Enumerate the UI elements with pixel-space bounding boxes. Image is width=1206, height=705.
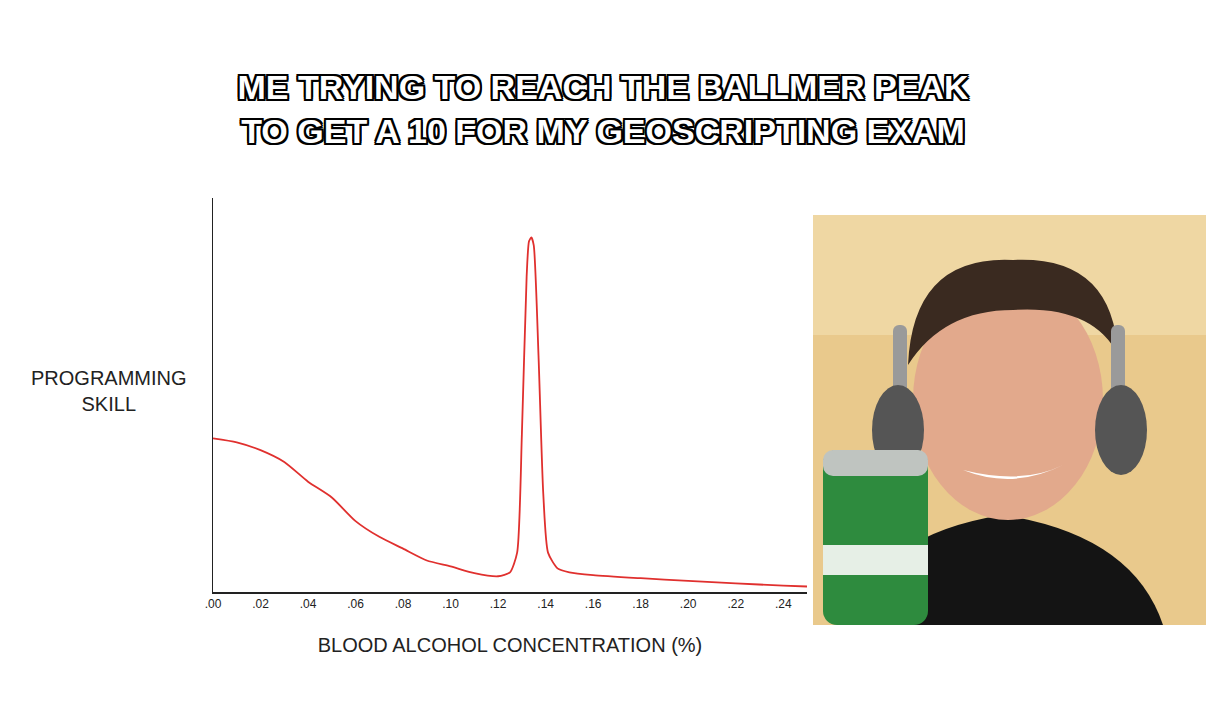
svg-text:.02: .02 [252, 597, 269, 611]
svg-text:.12: .12 [490, 597, 507, 611]
svg-text:ME TRYING TO REACH THE BALLMER: ME TRYING TO REACH THE BALLMER PEAKTO GE… [237, 68, 968, 150]
svg-text:.04: .04 [300, 597, 317, 611]
svg-text:BLOOD ALCOHOL CONCENTRATION (%: BLOOD ALCOHOL CONCENTRATION (%) [318, 634, 703, 656]
svg-text:.08: .08 [395, 597, 412, 611]
svg-text:.18: .18 [632, 597, 649, 611]
svg-text:.24: .24 [775, 597, 792, 611]
svg-text:.20: .20 [680, 597, 697, 611]
svg-text:.22: .22 [727, 597, 744, 611]
svg-text:.16: .16 [585, 597, 602, 611]
svg-text:.14: .14 [537, 597, 554, 611]
svg-text:.06: .06 [347, 597, 364, 611]
svg-text:.10: .10 [442, 597, 459, 611]
svg-text:PROGRAMMINGSKILL: PROGRAMMINGSKILL [31, 367, 187, 415]
svg-text:.00: .00 [205, 597, 222, 611]
